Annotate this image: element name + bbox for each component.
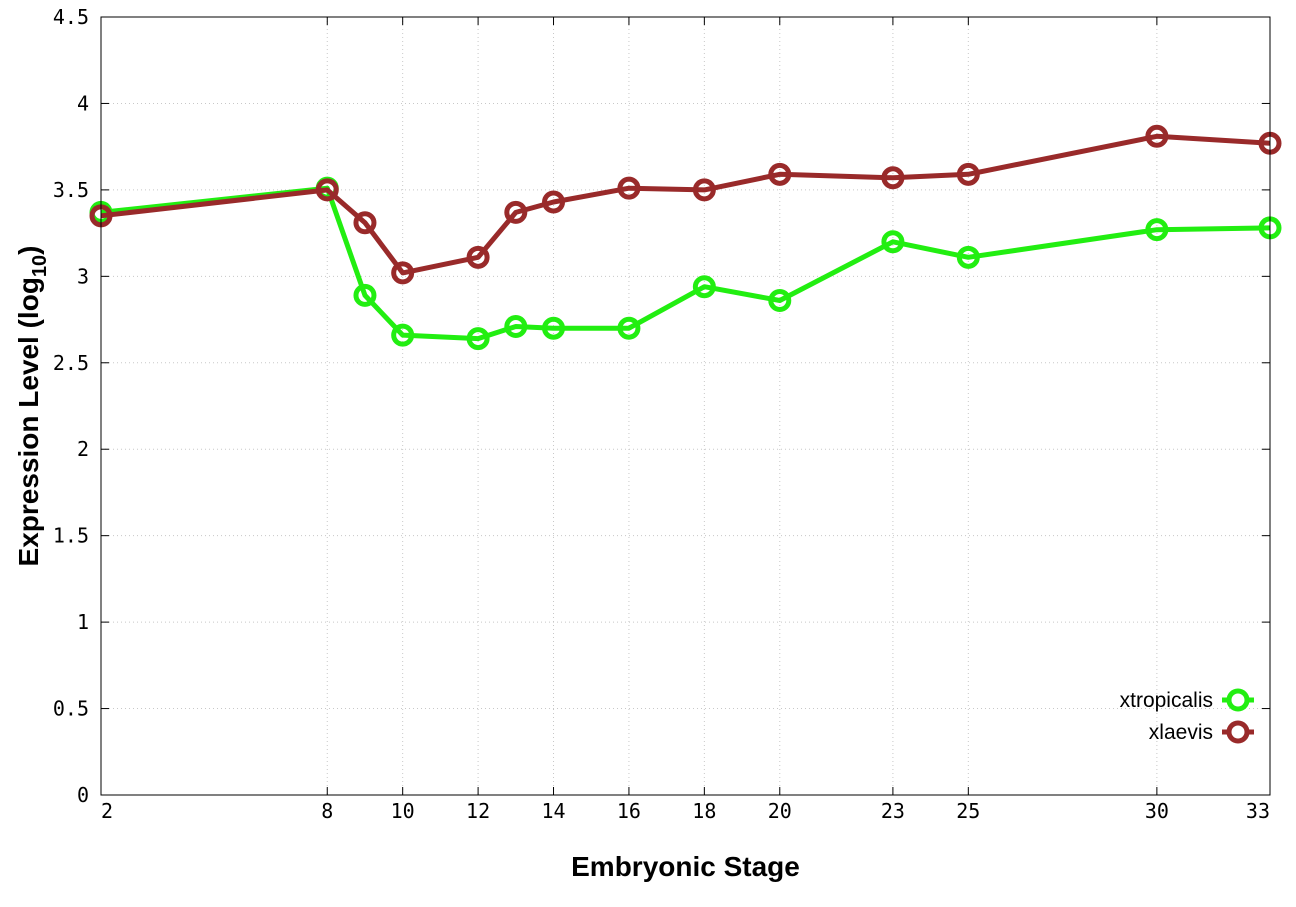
data-point-xtropicalis [391, 323, 415, 347]
y-tick-label: 4 [77, 91, 89, 115]
data-point-xtropicalis [1145, 218, 1169, 242]
y-tick-label: 3 [77, 264, 89, 288]
x-tick-label: 2 [101, 799, 113, 823]
data-point-xlaevis [881, 166, 905, 190]
y-tick-label: 2.5 [53, 351, 89, 375]
data-point-xtropicalis [353, 283, 377, 307]
x-axis-title: Embryonic Stage [571, 851, 800, 882]
x-tick-label: 23 [881, 799, 905, 823]
plot-frame [100, 16, 1271, 796]
legend-swatch-marker-xlaevis [1226, 720, 1250, 744]
data-point-xlaevis [768, 162, 792, 186]
data-point-xlaevis [504, 200, 528, 224]
data-point-xtropicalis [768, 289, 792, 313]
data-point-xlaevis [956, 162, 980, 186]
x-tick-label: 30 [1145, 799, 1169, 823]
data-point-xtropicalis [881, 230, 905, 254]
series-line-xlaevis [100, 133, 1271, 276]
data-point-xtropicalis [504, 314, 528, 338]
grid-lines [101, 17, 1270, 795]
y-tick-label: 1 [77, 610, 89, 634]
legend-swatch-marker-xtropicalis [1226, 688, 1250, 712]
x-tick-label: 18 [692, 799, 716, 823]
data-point-xlaevis [692, 178, 716, 202]
x-tick-label: 25 [956, 799, 980, 823]
x-tick-label: 10 [391, 799, 415, 823]
data-point-xlaevis [315, 178, 339, 202]
y-axis-title-main: Expression Level (log [13, 277, 44, 566]
data-point-xlaevis [353, 211, 377, 235]
x-tick-label: 14 [541, 799, 565, 823]
y-tick-label: 2 [77, 437, 89, 461]
data-point-xlaevis [466, 245, 490, 269]
x-tick-label: 33 [1246, 799, 1270, 823]
data-point-xtropicalis [466, 327, 490, 351]
y-tick-label: 1.5 [53, 524, 89, 548]
legend-label-xtropicalis: xtropicalis [1120, 689, 1213, 712]
data-point-xtropicalis [956, 245, 980, 269]
data-point-xlaevis [542, 190, 566, 214]
x-tick-label: 16 [617, 799, 641, 823]
data-point-xtropicalis [542, 316, 566, 340]
data-point-xtropicalis [617, 316, 641, 340]
y-tick-label: 3.5 [53, 178, 89, 202]
legend-label-xlaevis: xlaevis [1149, 721, 1213, 744]
x-tick-label: 12 [466, 799, 490, 823]
data-point-xlaevis [617, 176, 641, 200]
y-tick-label: 0 [77, 783, 89, 807]
y-tick-label: 0.5 [53, 697, 89, 721]
x-tick-label: 8 [321, 799, 333, 823]
series-xlaevis [89, 124, 1282, 285]
x-tick-label: 20 [768, 799, 792, 823]
series-layer [89, 124, 1282, 351]
legend: xtropicalis xlaevis [1120, 688, 1254, 744]
data-point-xtropicalis [692, 275, 716, 299]
axis-ticks [100, 16, 1271, 796]
data-point-xlaevis [1145, 124, 1169, 148]
y-axis-title-subscript: 10 [29, 255, 51, 277]
series-xtropicalis [89, 176, 1282, 351]
y-tick-label: 4.5 [53, 5, 89, 29]
y-axis-title: Expression Level (log10) [13, 246, 51, 567]
data-point-xlaevis [391, 261, 415, 285]
y-axis-title-close: ) [13, 246, 44, 255]
tick-labels: 2 8 10 12 14 16 18 20 23 25 30 33 0 0.5 1 1.5 2 2.5 3 3.5 4 4… [53, 5, 1270, 823]
series-line-xtropicalis [100, 185, 1271, 342]
